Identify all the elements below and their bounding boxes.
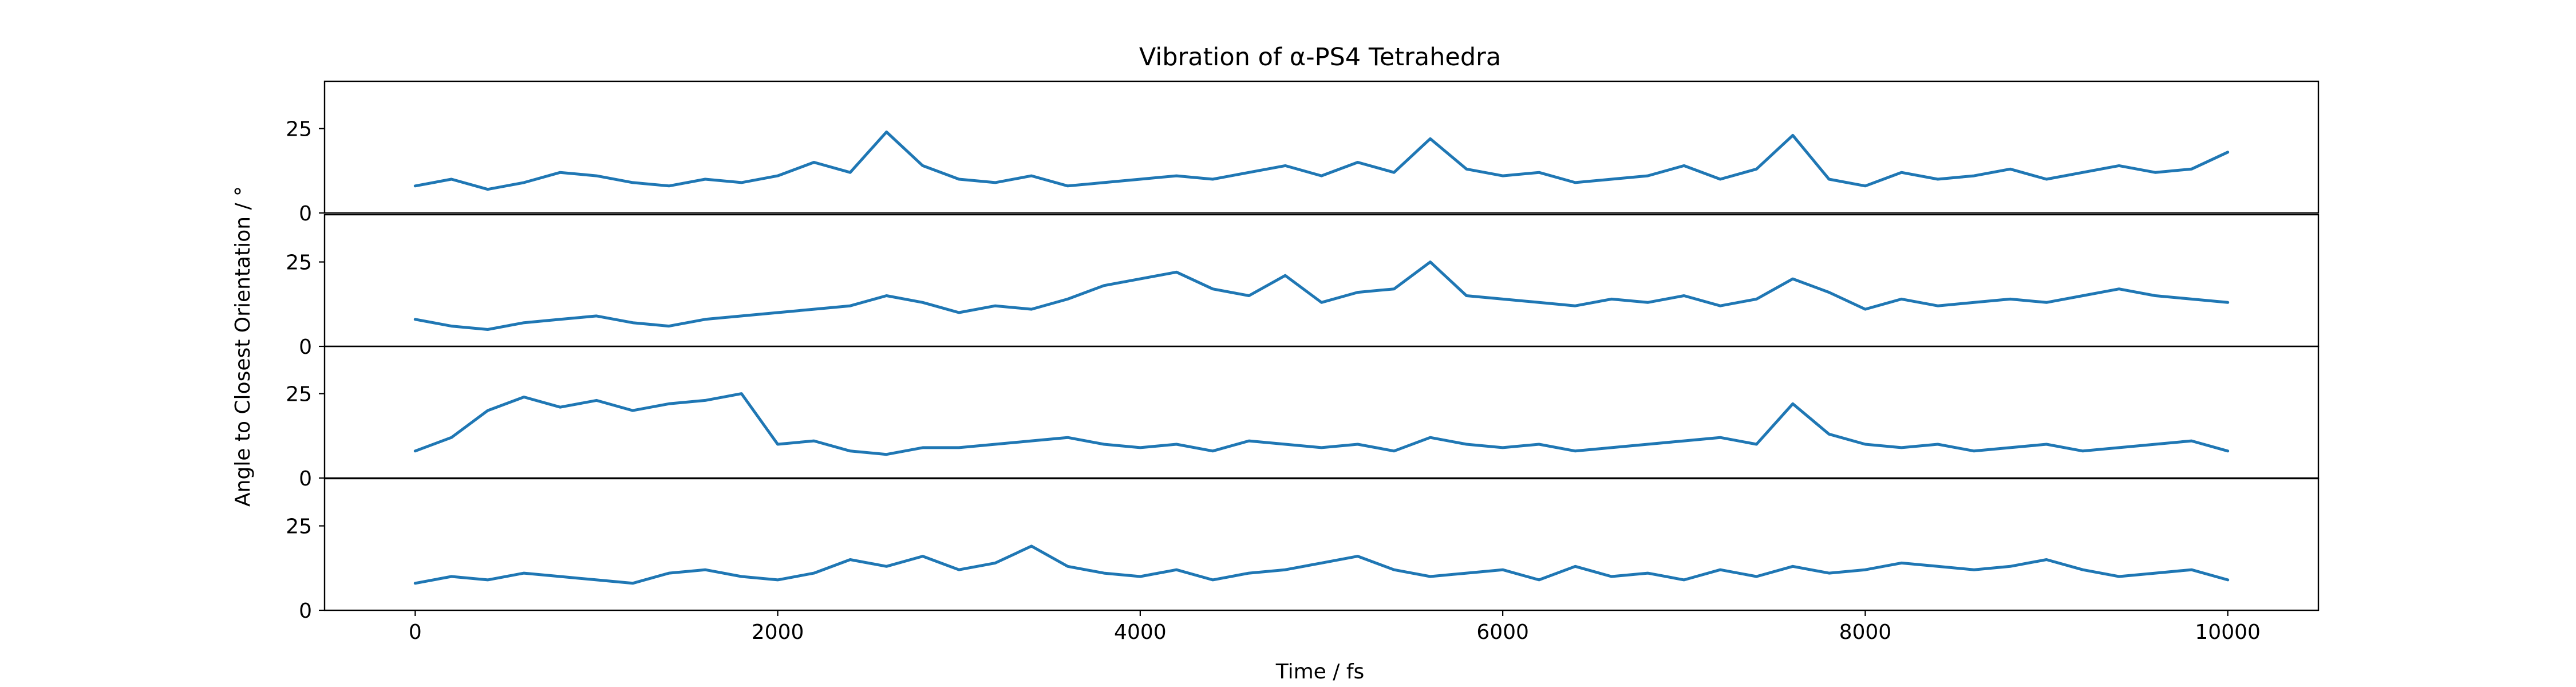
x-tick-label: 2000: [752, 621, 804, 644]
subplot-frame: [323, 477, 2320, 611]
series-line-3: [413, 392, 2230, 456]
y-axis-label: Angle to Closest Orientation / °: [231, 186, 255, 507]
y-tick-label: 25: [286, 383, 312, 406]
y-tick-label: 0: [299, 202, 312, 226]
x-tick-label: 4000: [1114, 621, 1167, 644]
series-line-4: [413, 544, 2230, 585]
subplot-frame: [323, 214, 2320, 348]
chart-title: Vibration of α-PS4 Tetrahedra: [1139, 43, 1501, 72]
y-tick-label: 0: [299, 335, 312, 359]
subplot-2: 0 25: [286, 214, 2320, 359]
x-axis: 0 2000 4000 6000 8000 10000: [409, 610, 2261, 644]
series-line-1: [413, 131, 2230, 191]
series-line-2: [413, 260, 2230, 331]
y-tick-label: 25: [286, 118, 312, 141]
y-tick-label: 0: [299, 467, 312, 491]
y-tick-label: 0: [299, 599, 312, 623]
x-tick-label: 10000: [2195, 621, 2261, 644]
x-tick-label: 8000: [1839, 621, 1892, 644]
y-tick-label: 25: [286, 515, 312, 539]
subplot-frame: [323, 345, 2320, 479]
subplot-frame: [323, 80, 2320, 214]
subplot-3: 0 25: [286, 345, 2320, 491]
subplot-1: 0 25: [286, 80, 2320, 226]
subplot-4: 0 25: [286, 477, 2320, 623]
x-tick-label: 6000: [1476, 621, 1529, 644]
x-axis-label: Time / fs: [1275, 660, 1365, 684]
x-tick-label: 0: [409, 621, 422, 644]
subplot-panels: 0 25 0 25 0 25 0 25: [286, 80, 2320, 623]
y-tick-label: 25: [286, 251, 312, 275]
